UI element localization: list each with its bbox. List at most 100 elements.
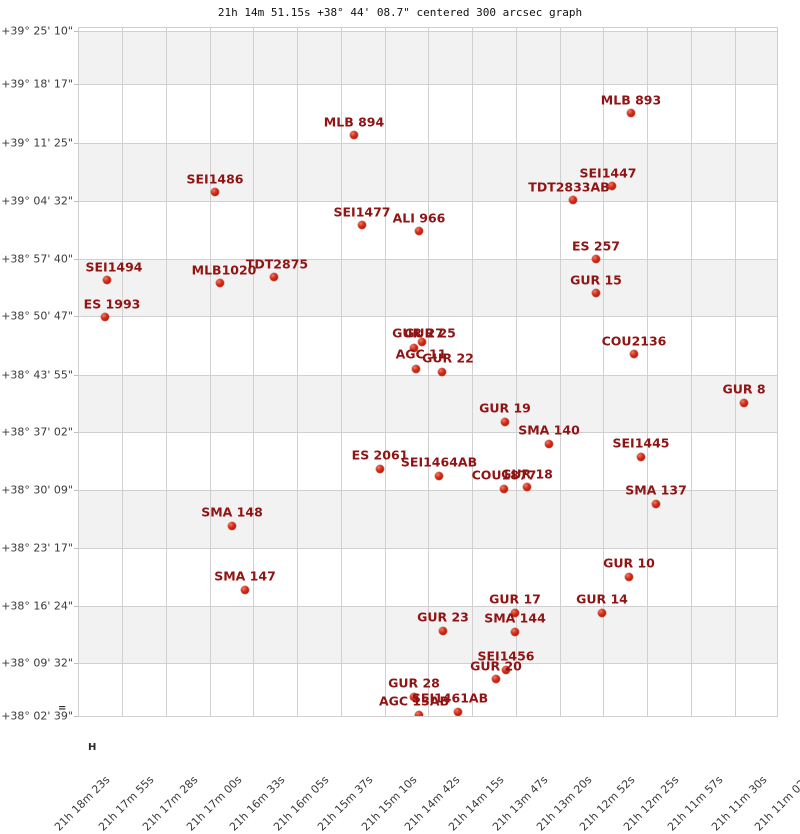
star-label: GUR 22 <box>422 350 474 366</box>
y-axis-tick-label: +39° 25' 10" <box>1 24 73 38</box>
star-marker[interactable] <box>101 313 109 321</box>
gridline-vertical <box>297 27 298 717</box>
y-axis-tick <box>74 606 78 607</box>
y-axis-tick <box>74 316 78 317</box>
star-marker[interactable] <box>410 693 418 701</box>
star-marker[interactable] <box>412 365 420 373</box>
y-axis-tick-label: +39° 04' 32" <box>1 194 73 208</box>
star-marker[interactable] <box>418 338 426 346</box>
star-label: ES 257 <box>572 238 620 254</box>
star-label: GUR 20 <box>470 658 522 674</box>
star-label: ES 2061 <box>351 447 409 463</box>
star-label: GUR 8 <box>722 381 766 397</box>
y-axis: +39° 25' 10" +39° 18' 17" +39° 11' 25" +39°… <box>0 0 78 800</box>
star-label: SMA 147 <box>214 568 276 584</box>
y-axis-tick-label: +38° 09' 32" <box>1 656 73 670</box>
y-axis-tick-label: +38° 16' 24" <box>1 599 73 613</box>
star-label: SEI1494 <box>85 259 143 275</box>
y-axis-tick <box>74 259 78 260</box>
star-marker[interactable] <box>652 500 660 508</box>
star-marker[interactable] <box>627 109 635 117</box>
star-marker[interactable] <box>454 708 462 716</box>
star-marker[interactable] <box>415 227 423 235</box>
star-label: TDT2833AB <box>528 179 610 195</box>
y-axis-tick-label: +38° 43' 55" <box>1 368 73 382</box>
star-marker[interactable] <box>569 196 577 204</box>
star-marker[interactable] <box>500 485 508 493</box>
star-marker[interactable] <box>350 131 358 139</box>
star-marker[interactable] <box>598 609 606 617</box>
y-axis-tick-label: +38° 57' 40" <box>1 252 73 266</box>
star-marker[interactable] <box>592 289 600 297</box>
star-marker[interactable] <box>523 483 531 491</box>
star-label: MLB1020 <box>191 262 257 278</box>
star-marker[interactable] <box>637 453 645 461</box>
gridline-vertical <box>516 27 517 717</box>
y-axis-tick-label: +38° 23' 17" <box>1 541 73 555</box>
star-label: ES 1993 <box>83 296 141 312</box>
star-marker[interactable] <box>740 399 748 407</box>
y-axis-tick <box>74 432 78 433</box>
star-marker[interactable] <box>241 586 249 594</box>
star-marker[interactable] <box>228 522 236 530</box>
star-label: COU1877 <box>471 467 537 483</box>
star-label: GUR 15 <box>570 272 622 288</box>
y-axis-tick <box>74 663 78 664</box>
star-marker[interactable] <box>270 273 278 281</box>
star-marker[interactable] <box>545 440 553 448</box>
y-axis-tick-label: +38° 02' 39" <box>1 709 73 723</box>
plot-area[interactable]: MLB 894 SEI1486 SEI1477 ALI 966 MLB 893 SEI14… <box>78 27 778 717</box>
star-label: TDT2875 <box>245 256 309 272</box>
star-label: AGC 13AB <box>378 693 450 709</box>
y-axis-tick <box>74 716 78 717</box>
star-marker[interactable] <box>502 666 510 674</box>
y-axis-overlap-glyph: = <box>58 703 67 714</box>
y-axis-tick-label: +38° 37' 02" <box>1 425 73 439</box>
star-marker[interactable] <box>625 573 633 581</box>
star-marker[interactable] <box>608 182 616 190</box>
star-marker[interactable] <box>103 276 111 284</box>
star-label: SMA 144 <box>484 610 546 626</box>
gridline-vertical <box>560 27 561 717</box>
star-marker[interactable] <box>211 188 219 196</box>
star-label: SMA 140 <box>518 422 580 438</box>
star-marker[interactable] <box>415 711 423 717</box>
star-label: AGC 11 <box>395 346 447 362</box>
y-axis-tick-label: +38° 30' 09" <box>1 483 73 497</box>
page-title: 21h 14m 51.15s +38° 44' 08.7" centered 3… <box>217 6 583 19</box>
star-marker[interactable] <box>501 418 509 426</box>
star-label: GUR 17 <box>489 591 541 607</box>
star-marker[interactable] <box>511 628 519 636</box>
star-label: SEI1461AB <box>411 690 489 706</box>
star-marker[interactable] <box>630 350 638 358</box>
star-marker[interactable] <box>439 627 447 635</box>
gridline-vertical <box>647 27 648 717</box>
y-axis-tick <box>74 143 78 144</box>
gridline-vertical <box>472 27 473 717</box>
star-marker[interactable] <box>435 472 443 480</box>
star-marker[interactable] <box>438 368 446 376</box>
gridline-vertical <box>691 27 692 717</box>
star-label: SEI1445 <box>612 435 670 451</box>
star-marker[interactable] <box>216 279 224 287</box>
star-label: GUR 18 <box>501 466 553 482</box>
star-marker[interactable] <box>511 609 519 617</box>
star-label: SEI1464AB <box>400 454 478 470</box>
y-axis-tick-label: +38° 50' 47" <box>1 309 73 323</box>
star-marker[interactable] <box>376 465 384 473</box>
star-label: SMA 137 <box>625 482 687 498</box>
star-label: ALI 966 <box>392 210 446 226</box>
star-marker[interactable] <box>492 675 500 683</box>
gridline-vertical <box>253 27 254 717</box>
y-axis-tick <box>74 548 78 549</box>
gridline-vertical <box>122 27 123 717</box>
star-label: MLB 894 <box>323 114 385 130</box>
gridline-vertical <box>735 27 736 717</box>
y-axis-tick-label: +39° 11' 25" <box>1 136 73 150</box>
gridline-vertical <box>341 27 342 717</box>
star-marker[interactable] <box>592 255 600 263</box>
star-marker[interactable] <box>410 344 418 352</box>
star-label: SEI1447 <box>579 165 637 181</box>
star-marker[interactable] <box>358 221 366 229</box>
